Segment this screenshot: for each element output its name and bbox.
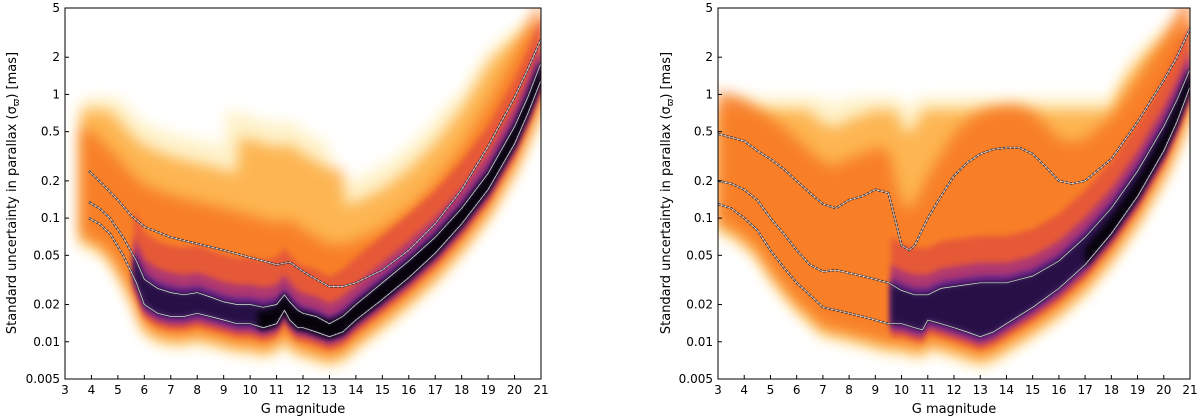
y-tick-label: 0.5 [41,125,60,139]
x-tick-label: 4 [740,383,748,397]
x-tick-label: 6 [141,383,149,397]
x-tick-label: 4 [88,383,96,397]
y-axis-title-left: Standard uncertainty in parallax (σϖ) [m… [5,52,22,334]
y-tick-label: 0.005 [26,372,60,386]
x-tick-label: 8 [845,383,853,397]
x-tick-label: 3 [61,383,69,397]
x-axis-title-right: G magnitude [912,402,997,417]
y-tick-label: 0.2 [694,174,713,188]
y-ticks-left: 0.005 0.01 0.02 0.05 0.1 0.2 0.5 1 2 5 [26,1,69,386]
x-tick-label: 20 [1156,383,1171,397]
x-tick-label: 10 [894,383,909,397]
x-tick-label: 18 [454,383,469,397]
y-tick-label: 5 [705,1,713,15]
x-tick-label: 6 [793,383,801,397]
x-tick-label: 3 [714,383,722,397]
density-layer-left [80,8,541,369]
x-tick-label: 8 [193,383,201,397]
x-tick-label: 9 [872,383,880,397]
y-tick-label: 0.2 [41,174,60,188]
x-tick-label: 9 [220,383,228,397]
y-tick-label: 0.5 [694,125,713,139]
x-tick-label: 17 [428,383,443,397]
x-tick-label: 7 [167,383,175,397]
y-tick-label: 2 [705,50,713,64]
x-tick-label: 12 [946,383,961,397]
y-tick-label: 0.005 [679,372,713,386]
x-tick-label: 14 [999,383,1014,397]
x-tick-label: 15 [375,383,390,397]
x-ticks-left: 3 4 5 6 7 8 9 10 11 12 13 14 15 16 17 18 19 20 21 [61,375,549,397]
x-tick-label: 20 [507,383,522,397]
y-tick-label: 0.02 [686,298,713,312]
y-tick-label: 0.1 [41,211,60,225]
percentile-line-highlight [718,69,1190,296]
y-tick-label: 5 [52,1,60,15]
density-layer-right [718,8,1190,369]
chart-right: 3 4 5 6 7 8 9 10 11 12 13 14 15 16 17 18 19 20 21 0.0050.0… [659,1,1198,417]
density-core [1085,70,1190,268]
percentile-line-highlight [718,28,1190,251]
y-tick-label: 0.05 [33,248,60,262]
x-tick-label: 11 [269,383,284,397]
x-tick-label: 14 [348,383,363,397]
x-tick-label: 21 [533,383,548,397]
y-tick-label: 0.1 [694,211,713,225]
density-band [891,49,1190,346]
y-tick-label: 0.01 [686,335,713,349]
percentile-line-highlight [88,38,541,287]
x-tick-label: 13 [973,383,988,397]
x-tick-label: 18 [1104,383,1119,397]
x-tick-label: 15 [1025,383,1040,397]
x-tick-label: 10 [242,383,257,397]
y-tick-label: 1 [52,87,60,101]
x-tick-label: 11 [920,383,935,397]
x-tick-label: 16 [401,383,416,397]
x-tick-label: 12 [295,383,310,397]
y-tick-label: 2 [52,50,60,64]
y-tick-label: 0.05 [686,248,713,262]
percentile-line-highlight [88,62,541,325]
percentile-line-highlight [718,86,1190,338]
percentile-curves-left [88,38,541,338]
x-tick-label: 17 [1077,383,1092,397]
y-ticks-right: 0.005 0.01 0.02 0.05 0.1 0.2 0.5 1 2 5 [679,1,722,386]
x-tick-label: 21 [1182,383,1197,397]
density-band [133,61,541,337]
x-tick-label: 19 [480,383,495,397]
x-tick-label: 7 [819,383,827,397]
y-tick-label: 1 [705,87,713,101]
x-axis-title-left: G magnitude [261,402,346,417]
x-tick-label: 19 [1130,383,1145,397]
x-tick-label: 5 [114,383,122,397]
density-band [133,15,541,350]
percentile-line-highlight [88,80,541,338]
y-tick-label: 0.01 [33,335,60,349]
y-axis-title-right: Standard uncertainty in parallax (σϖ) [m… [659,52,676,334]
percentile-curves-right [718,28,1190,338]
x-tick-label: 16 [1051,383,1066,397]
y-tick-label: 0.02 [33,298,60,312]
x-tick-label: 5 [767,383,775,397]
x-tick-label: 13 [322,383,337,397]
chart-left: 3 4 5 6 7 8 9 10 11 12 13 14 15 16 17 18 19 20 21 0.0050.0… [5,1,549,417]
x-ticks-right: 3 4 5 6 7 8 9 10 11 12 13 14 15 16 17 18 19 20 21 [714,375,1198,397]
